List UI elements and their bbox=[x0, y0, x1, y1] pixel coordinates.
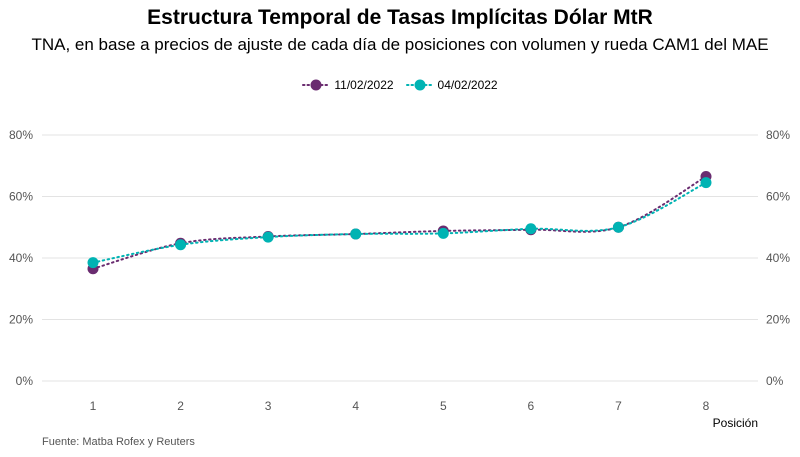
y-tick-label-right-1: 20% bbox=[766, 313, 790, 327]
legend-swatch-series-1 bbox=[302, 79, 331, 91]
x-tick-label-7: 8 bbox=[703, 399, 710, 413]
series-2-point-5 bbox=[437, 227, 449, 239]
chart-subtitle: TNA, en base a precios de ajuste de cada… bbox=[31, 35, 769, 54]
y-tick-label-left-4: 80% bbox=[9, 128, 33, 142]
y-tick-label-left-1: 20% bbox=[9, 313, 33, 327]
series-line-1 bbox=[92, 175, 707, 270]
y-tick-label-left-2: 40% bbox=[9, 251, 33, 265]
y-tick-label-right-0: 0% bbox=[766, 374, 784, 388]
x-tick-label-6: 7 bbox=[615, 399, 622, 413]
series-line-2 bbox=[92, 181, 707, 264]
x-tick-label-1: 2 bbox=[177, 399, 184, 413]
chart-title: Estructura Temporal de Tasas Implícitas … bbox=[147, 6, 653, 29]
x-tick-label-0: 1 bbox=[90, 399, 97, 413]
y-tick-label-right-4: 80% bbox=[766, 128, 790, 142]
legend-label-series-1: 11/02/2022 bbox=[334, 78, 394, 92]
series-2-point-4 bbox=[350, 228, 362, 240]
x-tick-label-3: 4 bbox=[352, 399, 359, 413]
x-tick-label-2: 3 bbox=[265, 399, 272, 413]
y-tick-label-right-3: 60% bbox=[766, 190, 790, 204]
x-tick-label-4: 5 bbox=[440, 399, 447, 413]
x-axis-title: Posición bbox=[713, 416, 758, 430]
legend-item-series-1: 11/02/2022 bbox=[302, 78, 394, 92]
y-tick-label-right-2: 40% bbox=[766, 251, 790, 265]
legend: 11/02/2022 04/02/2022 bbox=[0, 75, 800, 95]
series-2-point-7 bbox=[612, 221, 624, 233]
legend-label-series-2: 04/02/2022 bbox=[437, 78, 498, 92]
series-2-point-6 bbox=[525, 223, 537, 235]
y-tick-label-left-3: 60% bbox=[9, 190, 33, 204]
x-tick-label-5: 6 bbox=[528, 399, 535, 413]
y-tick-label-left-0: 0% bbox=[16, 374, 34, 388]
series-2-point-1 bbox=[87, 257, 99, 269]
source-caption: Fuente: Matba Rofex y Reuters bbox=[42, 436, 195, 448]
series-2-point-2 bbox=[175, 239, 187, 251]
legend-swatch-series-2 bbox=[405, 79, 434, 91]
series-2-point-3 bbox=[262, 231, 274, 243]
series-2-point-8 bbox=[700, 177, 712, 189]
legend-item-series-2: 04/02/2022 bbox=[405, 78, 498, 92]
